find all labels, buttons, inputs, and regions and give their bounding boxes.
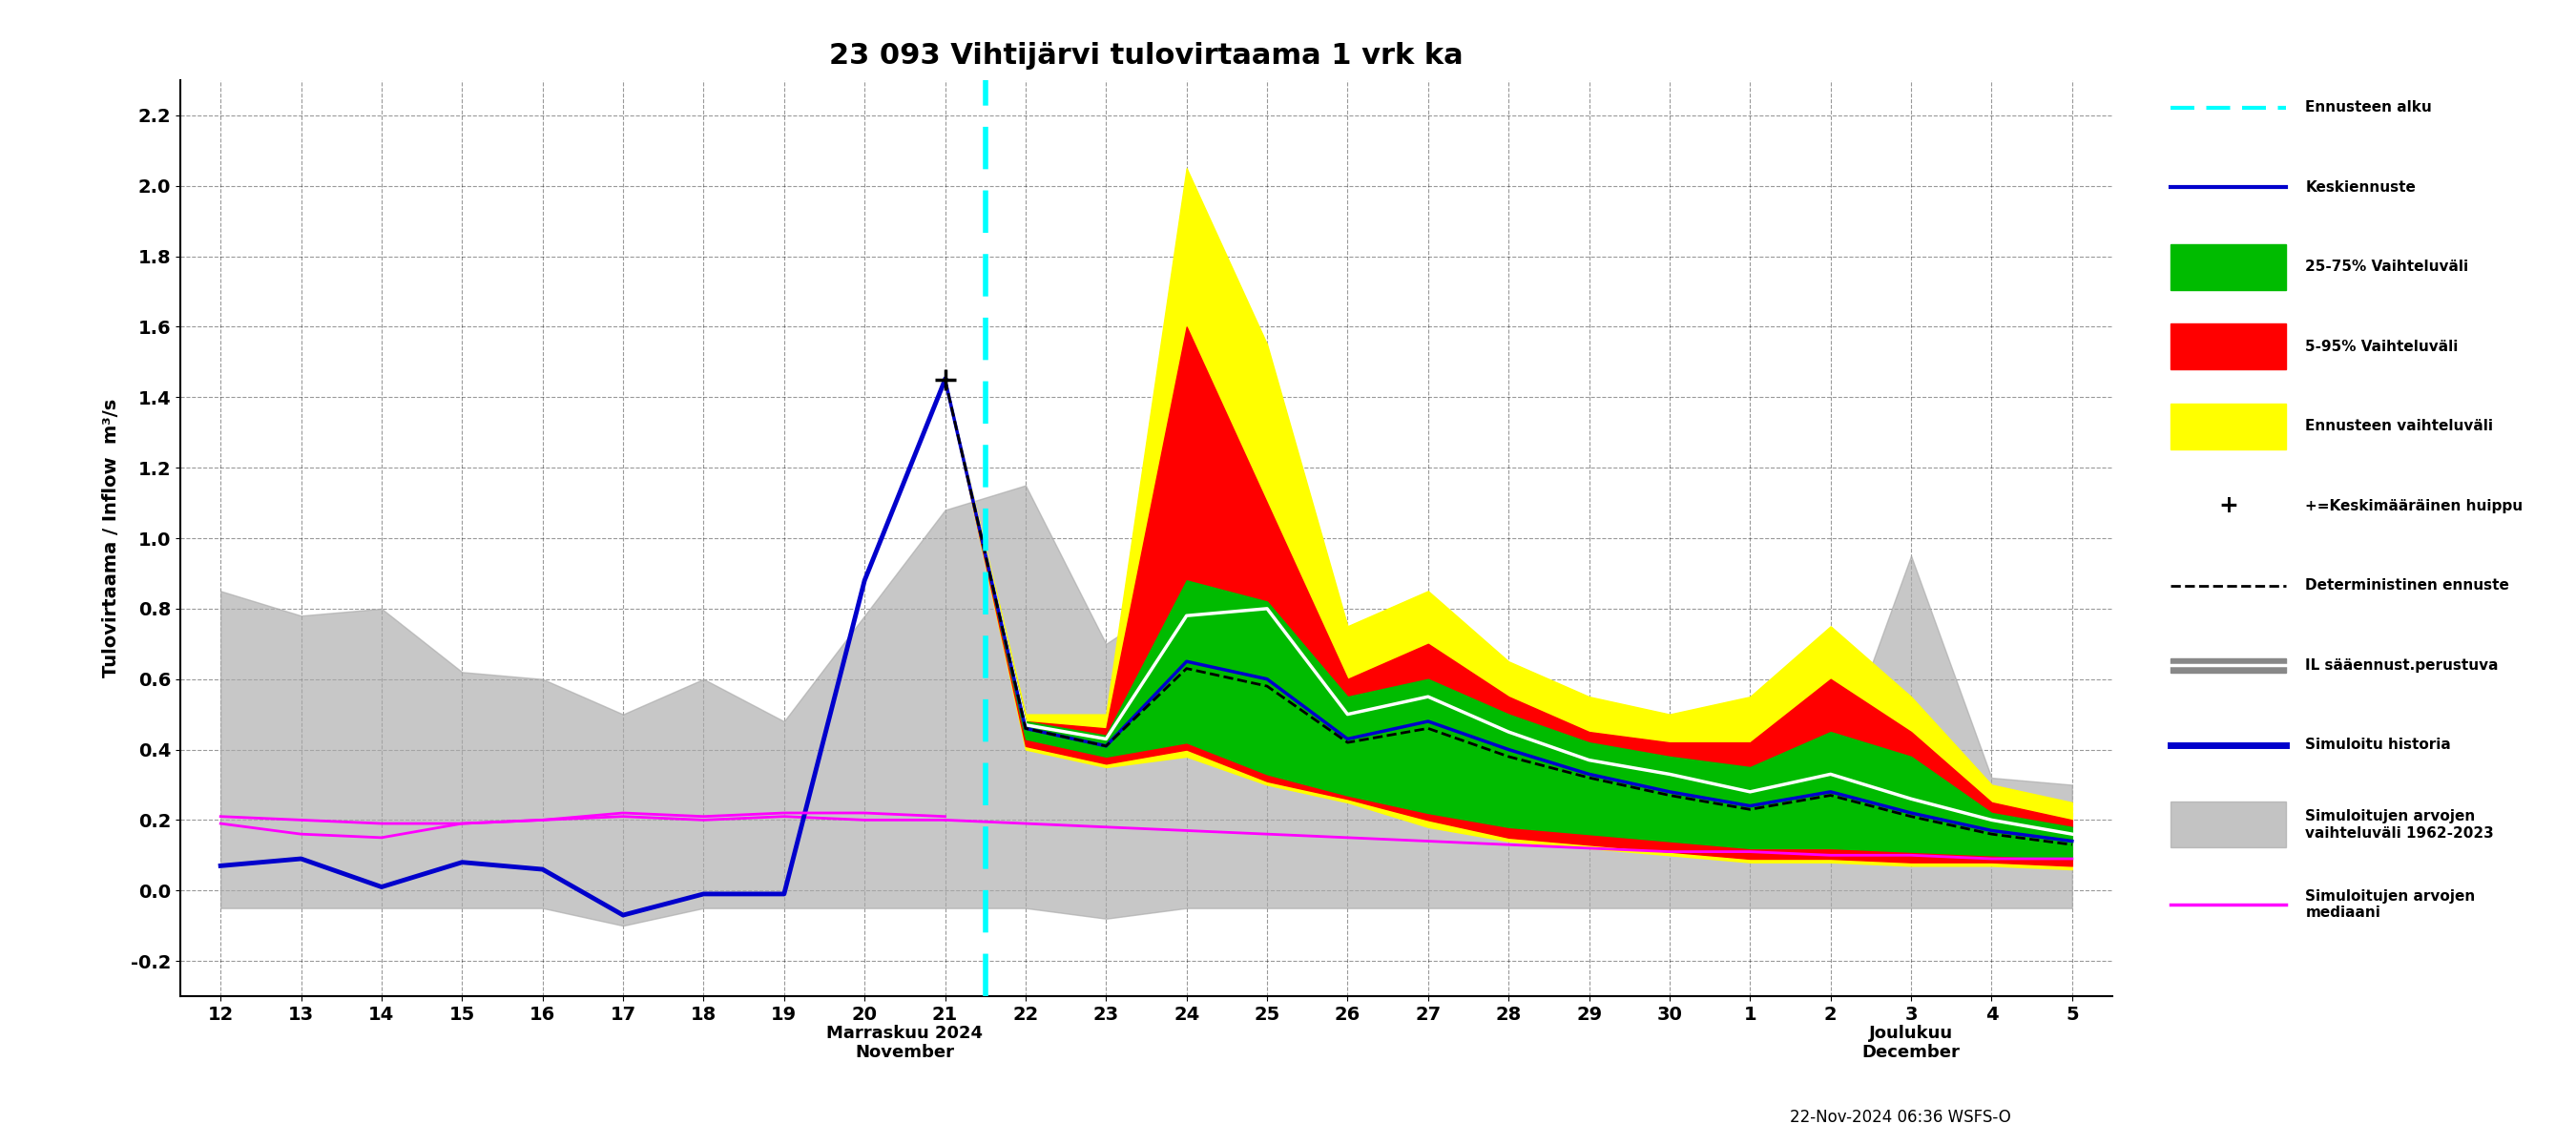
- Text: +: +: [2218, 495, 2239, 518]
- Text: Simuloitujen arvojen
vaihteluväli 1962-2023: Simuloitujen arvojen vaihteluväli 1962-2…: [2306, 810, 2494, 840]
- Text: 5-95% Vaihteluväli: 5-95% Vaihteluväli: [2306, 340, 2458, 354]
- Text: 25-75% Vaihteluväli: 25-75% Vaihteluväli: [2306, 260, 2468, 274]
- Text: Marraskuu 2024
November: Marraskuu 2024 November: [827, 1025, 984, 1061]
- Text: Keskiennuste: Keskiennuste: [2306, 180, 2416, 195]
- Text: Ennusteen vaihteluväli: Ennusteen vaihteluväli: [2306, 419, 2494, 434]
- Text: Ennusteen alku: Ennusteen alku: [2306, 101, 2432, 114]
- Text: Simuloitu historia: Simuloitu historia: [2306, 739, 2452, 752]
- Text: 22-Nov-2024 06:36 WSFS-O: 22-Nov-2024 06:36 WSFS-O: [1790, 1108, 2012, 1126]
- Text: Simuloitujen arvojen
mediaani: Simuloitujen arvojen mediaani: [2306, 889, 2476, 919]
- Title: 23 093 Vihtijärvi tulovirtaama 1 vrk ka: 23 093 Vihtijärvi tulovirtaama 1 vrk ka: [829, 42, 1463, 70]
- Y-axis label: Tulovirtaama / Inflow  m³/s: Tulovirtaama / Inflow m³/s: [103, 398, 121, 678]
- Text: Joulukuu
December: Joulukuu December: [1862, 1025, 1960, 1061]
- Text: +=Keskimääräinen huippu: +=Keskimääräinen huippu: [2306, 499, 2522, 513]
- Text: Deterministinen ennuste: Deterministinen ennuste: [2306, 578, 2509, 593]
- Text: IL sääennust.perustuva: IL sääennust.perustuva: [2306, 658, 2499, 672]
